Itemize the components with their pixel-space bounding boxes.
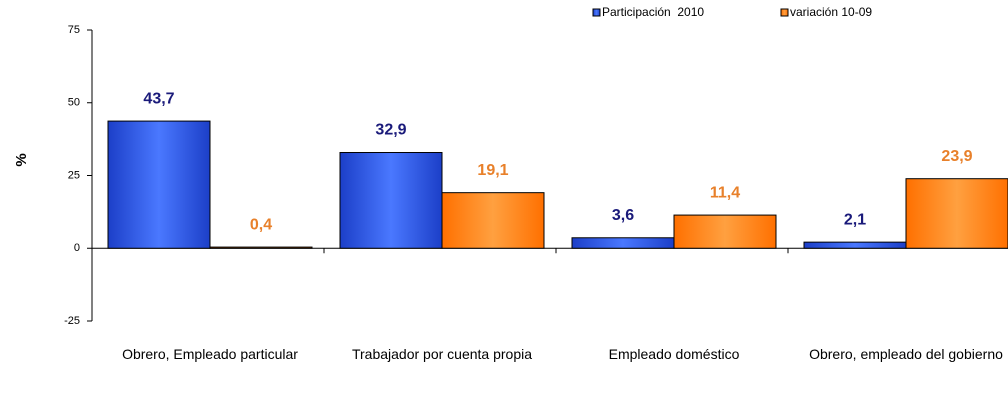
value-label: 0,4 [250, 216, 272, 233]
x-tick-label: Empleado doméstico [608, 346, 740, 362]
bar [905, 178, 1008, 249]
value-label: 32,9 [375, 122, 406, 139]
bar [803, 241, 907, 249]
x-tick-label: Obrero, Empleado particular [122, 346, 298, 362]
value-label: 23,9 [941, 148, 972, 165]
x-tick-label: Obrero, empleado del gobierno [809, 346, 1003, 362]
value-label: 2,1 [844, 211, 866, 228]
y-tick-label: 0 [74, 242, 80, 254]
bar [339, 152, 443, 249]
y-axis-label: % [13, 153, 30, 166]
bar [209, 246, 313, 249]
x-tick-label: Trabajador por cuenta propia [351, 346, 533, 362]
y-tick-label: 75 [68, 24, 80, 36]
bar [571, 237, 675, 249]
bar [441, 192, 545, 249]
bar [107, 120, 211, 249]
y-tick-label: 50 [68, 97, 80, 109]
value-label: 19,1 [477, 162, 508, 179]
legend-swatch [780, 8, 789, 17]
legend-swatch [592, 8, 601, 17]
legend-label: variación 10-09 [790, 5, 872, 19]
legend-label: Participación 2010 [602, 5, 704, 19]
bar [673, 214, 777, 249]
y-tick-label: 25 [68, 169, 80, 181]
y-tick-label: -25 [64, 315, 80, 327]
value-label: 11,4 [710, 184, 740, 201]
value-label: 43,7 [143, 90, 174, 107]
value-label: 3,6 [612, 207, 634, 224]
